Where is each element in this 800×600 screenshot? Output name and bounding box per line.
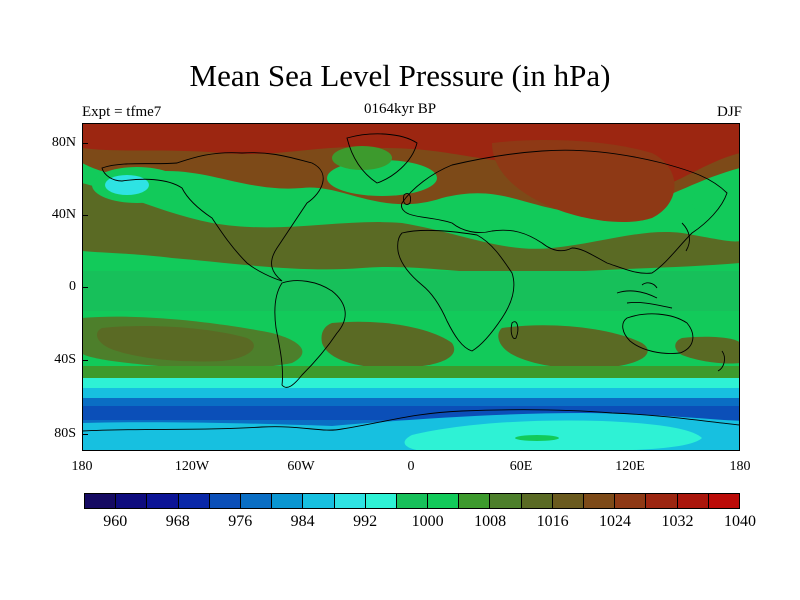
colorbar-box xyxy=(490,494,522,508)
coast-eurasia xyxy=(401,149,728,274)
colorbar-box xyxy=(116,494,148,508)
period-label: 0164kyr BP xyxy=(363,101,437,117)
y-tick xyxy=(82,360,88,361)
colorbar xyxy=(84,493,740,509)
coast-australia xyxy=(622,313,694,354)
field-icelandic-inner xyxy=(332,146,392,170)
colorbar-box xyxy=(85,494,117,508)
field-antarctic-high xyxy=(515,435,559,441)
field-pacific-low-east xyxy=(692,183,740,219)
colorbar-box xyxy=(209,494,241,508)
x-tick-label: 180 xyxy=(71,459,93,474)
colorbar-box xyxy=(178,494,210,508)
coast-uk xyxy=(403,192,411,206)
x-tick-label: 60E xyxy=(509,459,533,474)
colorbar-label: 960 xyxy=(103,513,128,530)
colorbar-box xyxy=(396,494,429,508)
coast-antarctica xyxy=(82,409,740,432)
colorbar-box xyxy=(521,494,553,508)
colorbar-label: 1024 xyxy=(599,513,632,530)
field-south-green xyxy=(82,366,740,378)
field-south-aqua xyxy=(82,378,740,388)
field-south-indian-high xyxy=(498,325,648,369)
coast-africa xyxy=(397,229,515,352)
coast-madagascar xyxy=(510,321,519,339)
colorbar-box xyxy=(615,494,647,508)
coastlines xyxy=(82,133,740,432)
field-south-atlantic-high xyxy=(321,321,455,368)
coast-south-america xyxy=(274,280,346,388)
coast-greenland xyxy=(346,133,418,184)
colorbar-label: 976 xyxy=(228,513,253,530)
colorbar-box xyxy=(677,494,709,508)
y-tick-label: 0 xyxy=(69,279,76,294)
colorbar-box xyxy=(552,494,584,508)
y-tick-label: 80N xyxy=(51,135,76,150)
colorbar-label: 984 xyxy=(290,513,315,530)
x-tick-label: 0 xyxy=(407,459,415,474)
colorbar-box xyxy=(708,494,739,508)
colorbar-box xyxy=(272,494,304,508)
y-tick-label: 40N xyxy=(51,207,76,222)
x-tick-label: 180 xyxy=(729,459,751,474)
colorbar-label: 1008 xyxy=(474,513,507,530)
field-south-cyan xyxy=(82,388,740,398)
coast-north-america xyxy=(101,152,324,282)
coast-new-zealand xyxy=(717,350,725,372)
field-aleutian-core xyxy=(105,175,149,195)
y-tick-label: 80S xyxy=(54,426,76,441)
colorbar-label: 968 xyxy=(165,513,190,530)
x-tick-label: 60W xyxy=(287,459,315,474)
colorbar-label: 1000 xyxy=(411,513,444,530)
colorbar-box xyxy=(428,494,460,508)
colorbar-label: 1016 xyxy=(536,513,569,530)
colorbar-box xyxy=(365,494,397,508)
colorbar-box xyxy=(646,494,678,508)
field-siberia-high xyxy=(492,140,675,223)
pressure-map xyxy=(82,123,740,451)
field-equator xyxy=(82,271,740,311)
y-tick-label: 40S xyxy=(54,352,76,367)
colorbar-label: 992 xyxy=(353,513,378,530)
colorbar-box xyxy=(459,494,491,508)
colorbar-label: 1032 xyxy=(661,513,694,530)
y-tick xyxy=(82,143,88,144)
x-tick-label: 120E xyxy=(615,459,645,474)
pressure-field xyxy=(82,123,740,451)
x-tick-label: 120W xyxy=(174,459,210,474)
coast-indonesia xyxy=(616,282,673,309)
map-title: Mean Sea Level Pressure (in hPa) xyxy=(189,58,611,93)
season-label: DJF xyxy=(716,104,742,120)
colorbar-box xyxy=(240,494,273,508)
colorbar-box xyxy=(303,494,335,508)
colorbar-box xyxy=(334,494,366,508)
y-tick xyxy=(82,215,88,216)
y-tick xyxy=(82,434,88,435)
field-north-mid xyxy=(82,183,740,275)
colorbar-box xyxy=(147,494,179,508)
colorbar-box xyxy=(584,494,616,508)
field-antarctic-inner xyxy=(404,420,702,451)
coast-japan xyxy=(681,222,690,252)
colorbar-label: 1040 xyxy=(724,513,756,530)
field-south-pacific-high xyxy=(97,326,254,362)
experiment-label: Expt = tfme7 xyxy=(82,104,162,120)
y-tick xyxy=(82,287,88,288)
